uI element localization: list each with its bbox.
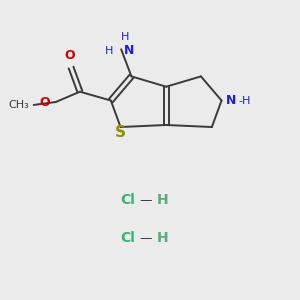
Text: N: N — [225, 94, 236, 107]
Text: O: O — [64, 49, 75, 62]
Text: O: O — [40, 95, 50, 109]
Text: H: H — [121, 32, 129, 42]
Text: Cl: Cl — [121, 193, 135, 207]
Text: S: S — [115, 125, 126, 140]
Text: —: — — [139, 194, 152, 207]
Text: -H: -H — [238, 95, 251, 106]
Text: —: — — [139, 232, 152, 245]
Text: Cl: Cl — [121, 231, 135, 245]
Text: H: H — [157, 231, 168, 245]
Text: CH₃: CH₃ — [8, 100, 29, 110]
Text: H: H — [104, 46, 113, 56]
Text: H: H — [157, 193, 168, 207]
Text: N: N — [124, 44, 134, 57]
